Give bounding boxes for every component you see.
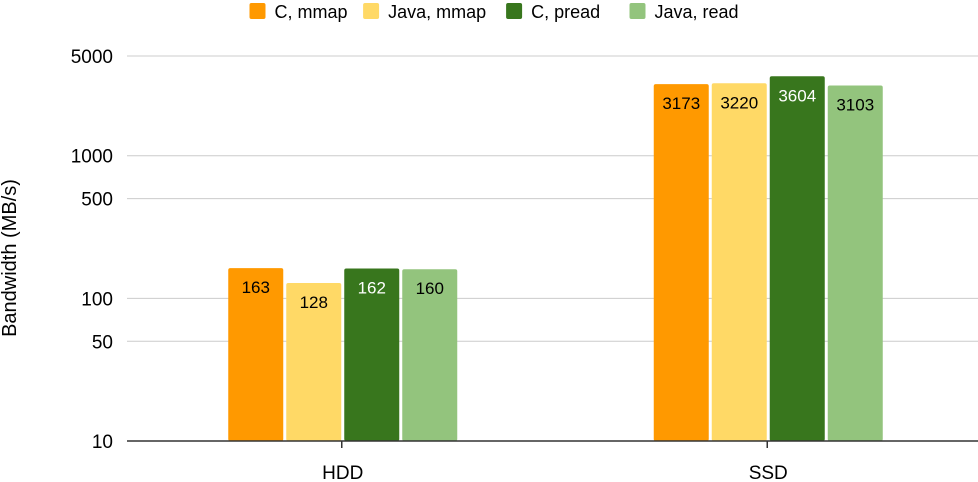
legend-label-java-mmap: Java, mmap [388,2,486,22]
y-axis-ticks: 10 50 100 500 1000 5000 [71,47,113,453]
bar-ssd-c-mmap [653,84,709,441]
x-tick-label: SSD [749,463,788,482]
y-tick-label: 10 [92,432,113,453]
legend-label-java-read: Java, read [655,2,739,22]
bar-ssd-java-mmap [711,83,767,442]
y-tick-label: 500 [81,190,113,211]
legend-swatch-c-mmap [249,3,266,19]
data-label: 3604 [778,86,816,105]
data-label: 3103 [836,96,874,115]
y-axis-label: Bandwidth (MB/s) [0,179,21,337]
data-label: 3220 [720,93,758,112]
legend: C, mmap Java, mmap C, pread Java, read [249,2,739,22]
legend-label-c-pread: C, pread [531,2,600,22]
data-label: 162 [358,278,386,297]
bar-ssd-c-pread [769,76,825,442]
x-axis: HDD SSD [127,440,978,482]
bar-hdd-c-pread [344,268,400,441]
y-tick-label: 50 [92,332,113,353]
data-label: 160 [416,279,444,298]
legend-swatch-java-mmap [363,3,380,19]
legend-swatch-c-pread [506,3,523,19]
bar-hdd-c-mmap [228,268,284,441]
legend-label-c-mmap: C, mmap [275,2,348,22]
y-tick-label: 100 [81,289,113,310]
bars: 163 128 162 160 3173 3220 3604 3103 [228,76,883,442]
bar-hdd-java-read [402,269,458,441]
bar-ssd-java-read [827,85,883,441]
y-tick-label: 5000 [71,47,113,68]
bar-hdd-java-mmap [286,283,342,441]
x-tick-label: HDD [322,463,363,482]
legend-swatch-java-read [629,3,646,19]
data-label: 128 [300,293,328,312]
data-label: 163 [242,278,270,297]
data-label: 3173 [662,94,700,113]
y-tick-label: 1000 [71,147,113,168]
